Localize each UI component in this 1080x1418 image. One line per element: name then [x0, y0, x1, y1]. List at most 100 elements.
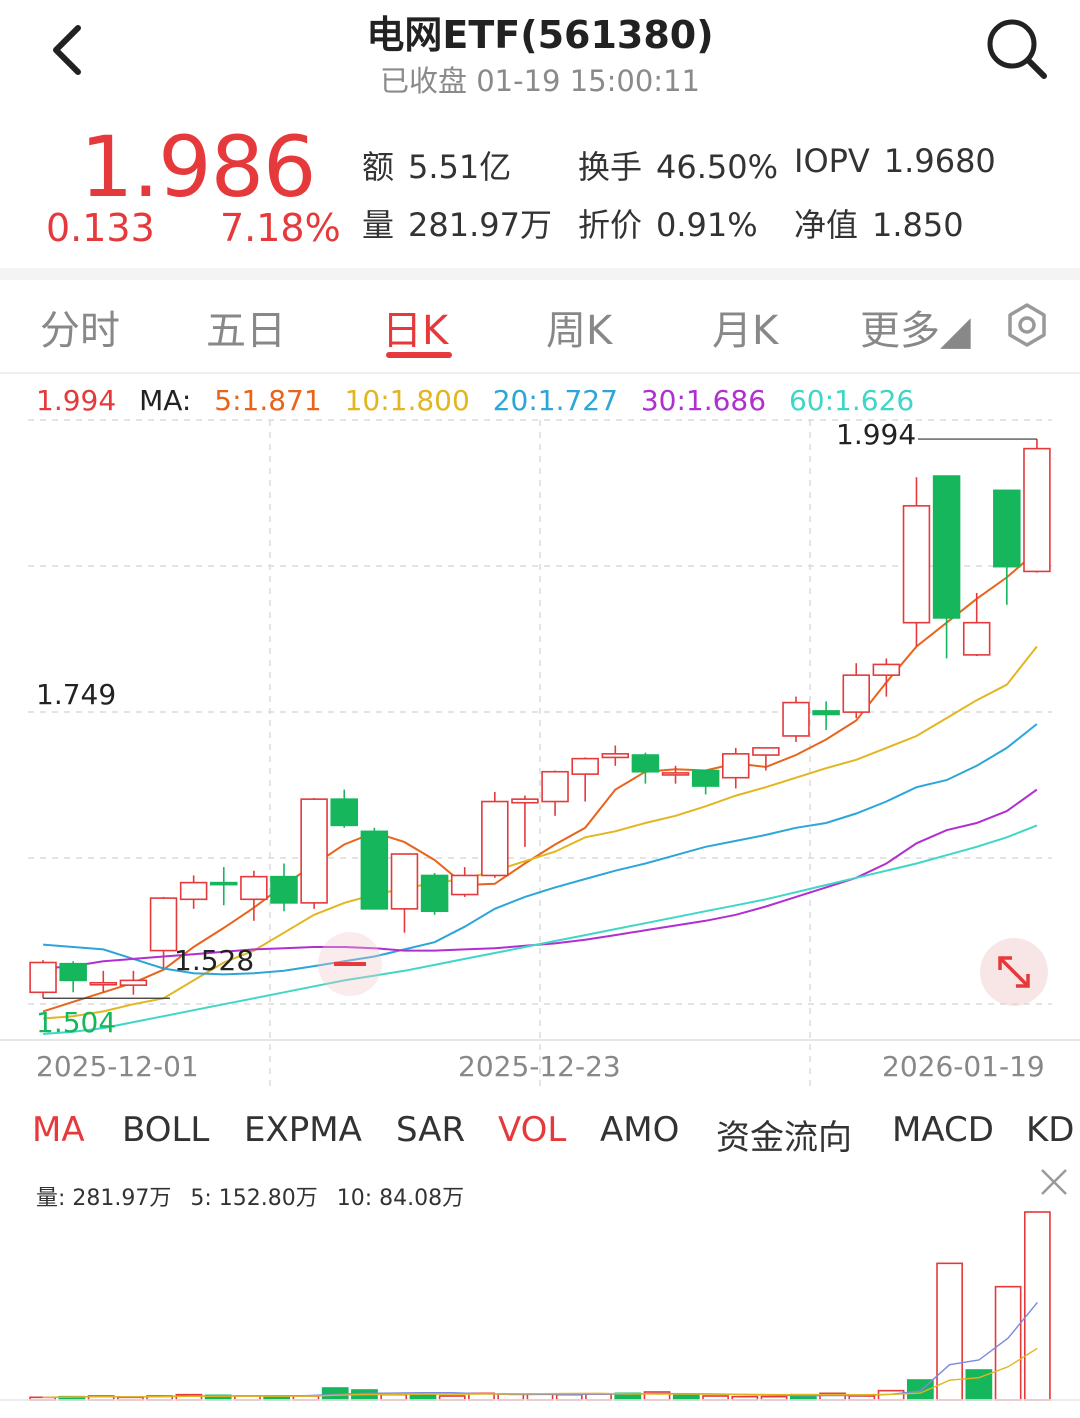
price-axis-label-low: 1.504: [36, 1006, 117, 1039]
section-divider: [0, 268, 1080, 280]
tab-intraday[interactable]: 分时: [40, 308, 120, 354]
volume-bar: [1023, 1211, 1051, 1401]
candle: [932, 475, 961, 619]
ma-legend-label: MA:: [139, 384, 192, 417]
collapse-minus-button[interactable]: [318, 932, 382, 996]
candle: [89, 981, 118, 986]
volume-bar: [380, 1393, 408, 1401]
tab-five-day[interactable]: 五日: [206, 308, 286, 354]
volume-bar: [555, 1393, 583, 1401]
volume-bar: [585, 1393, 612, 1401]
candle: [661, 772, 690, 776]
indicator-amo[interactable]: AMO: [600, 1110, 680, 1150]
price-axis-label-mid: 1.749: [36, 678, 117, 711]
volume-chart[interactable]: [0, 1200, 1080, 1410]
close-icon[interactable]: [1038, 1166, 1070, 1198]
volume-ma-line: [42, 1301, 1038, 1398]
candle: [360, 830, 389, 910]
candle: [631, 754, 660, 773]
price-change: 0.133: [46, 206, 155, 250]
ma-line-ma10: [43, 645, 1038, 1020]
ma-legend: 1.994 MA: 5:1.871 10:1.800 20:1.727 30:1…: [36, 384, 928, 417]
candle: [330, 798, 358, 827]
candle: [872, 663, 901, 676]
candle: [571, 757, 599, 775]
indicator-vol[interactable]: VOL: [498, 1110, 567, 1150]
tab-weekly-k[interactable]: 周K: [546, 308, 613, 354]
volume-legend-ma10: 10: 84.08万: [336, 1186, 465, 1211]
candle: [210, 881, 238, 886]
ma-legend-ma30: 30:1.686: [640, 384, 767, 417]
candle: [541, 770, 569, 803]
tabs-divider: [0, 372, 1080, 374]
stat-discount: 折价 0.91%: [578, 206, 758, 244]
candle: [722, 753, 750, 779]
tab-daily-k[interactable]: 日K: [382, 308, 449, 354]
volume-legend-total: 量: 281.97万: [36, 1186, 172, 1211]
stat-turnover: 换手 46.50%: [578, 148, 779, 186]
gear-icon[interactable]: [1004, 302, 1050, 348]
candle: [240, 875, 268, 901]
volume-bar: [672, 1393, 700, 1401]
indicator-boll[interactable]: BOLL: [122, 1110, 210, 1150]
candle: [29, 961, 57, 994]
x-axis-label-start: 2025-12-01: [36, 1050, 199, 1083]
candle: [149, 897, 178, 952]
candle: [59, 962, 87, 982]
candle: [812, 710, 840, 716]
market-status: 已收盘 01-19 15:00:11: [380, 64, 700, 98]
candle: [993, 489, 1021, 568]
ma-line-ma5: [42, 550, 1038, 1013]
candle: [691, 769, 720, 787]
stat-iopv: IOPV 1.9680: [794, 142, 996, 180]
indicator-ma[interactable]: MA: [32, 1110, 85, 1150]
candle: [300, 798, 328, 904]
candle: [179, 881, 208, 901]
high-price-marker: 1.994: [836, 418, 917, 451]
indicator-macd[interactable]: MACD: [892, 1110, 994, 1150]
ma-legend-ma10: 10:1.800: [344, 384, 470, 417]
ma-legend-price: 1.994: [36, 384, 117, 417]
back-icon[interactable]: [44, 20, 94, 80]
candle: [420, 874, 449, 913]
price-change-pct: 7.18%: [220, 206, 341, 250]
volume-ma-line: [42, 1347, 1038, 1398]
volume-legend-ma5: 5: 152.80万: [190, 1186, 318, 1211]
ma-legend-ma5: 5:1.871: [214, 384, 322, 417]
volume-bar: [409, 1393, 437, 1401]
candle: [1023, 447, 1051, 573]
ma-line-ma60: [43, 824, 1038, 1035]
candle: [270, 875, 298, 904]
current-price: 1.986: [80, 118, 316, 216]
ma-legend-ma60: 60:1.626: [788, 384, 915, 417]
tab-more[interactable]: 更多◢: [860, 308, 971, 354]
stat-amount: 额 5.51亿: [362, 148, 512, 186]
stat-volume: 量 281.97万: [362, 206, 552, 244]
ma-legend-ma20: 20:1.727: [492, 384, 618, 417]
tab-monthly-k[interactable]: 月K: [712, 308, 779, 354]
candle: [601, 753, 630, 759]
low-price-marker: 1.528: [174, 944, 255, 977]
candle: [511, 798, 539, 804]
candle: [842, 674, 870, 713]
candle: [450, 874, 479, 896]
search-icon[interactable]: [984, 16, 1050, 82]
indicator-capital-flow[interactable]: 资金流向: [716, 1118, 852, 1158]
fullscreen-expand-icon[interactable]: [980, 938, 1048, 1006]
page-title: 电网ETF(561380): [366, 13, 714, 57]
volume-bar: [994, 1285, 1022, 1401]
indicator-expma[interactable]: EXPMA: [244, 1110, 362, 1150]
stat-nav: 净值 1.850: [794, 206, 964, 244]
indicator-sar[interactable]: SAR: [396, 1110, 466, 1150]
volume-bar: [936, 1262, 963, 1401]
volume-legend: 量: 281.97万 5: 152.80万 10: 84.08万: [36, 1180, 476, 1212]
indicator-kd[interactable]: KD: [1026, 1110, 1075, 1150]
x-axis-label-end: 2026-01-19: [882, 1050, 1045, 1083]
candle: [390, 853, 419, 910]
candle: [752, 747, 780, 756]
tab-active-underline: [386, 352, 452, 358]
candle: [962, 621, 991, 656]
candlestick-chart[interactable]: [0, 0, 1080, 1100]
x-axis-label-mid: 2025-12-23: [458, 1050, 621, 1083]
ma-line-ma20: [43, 723, 1038, 976]
